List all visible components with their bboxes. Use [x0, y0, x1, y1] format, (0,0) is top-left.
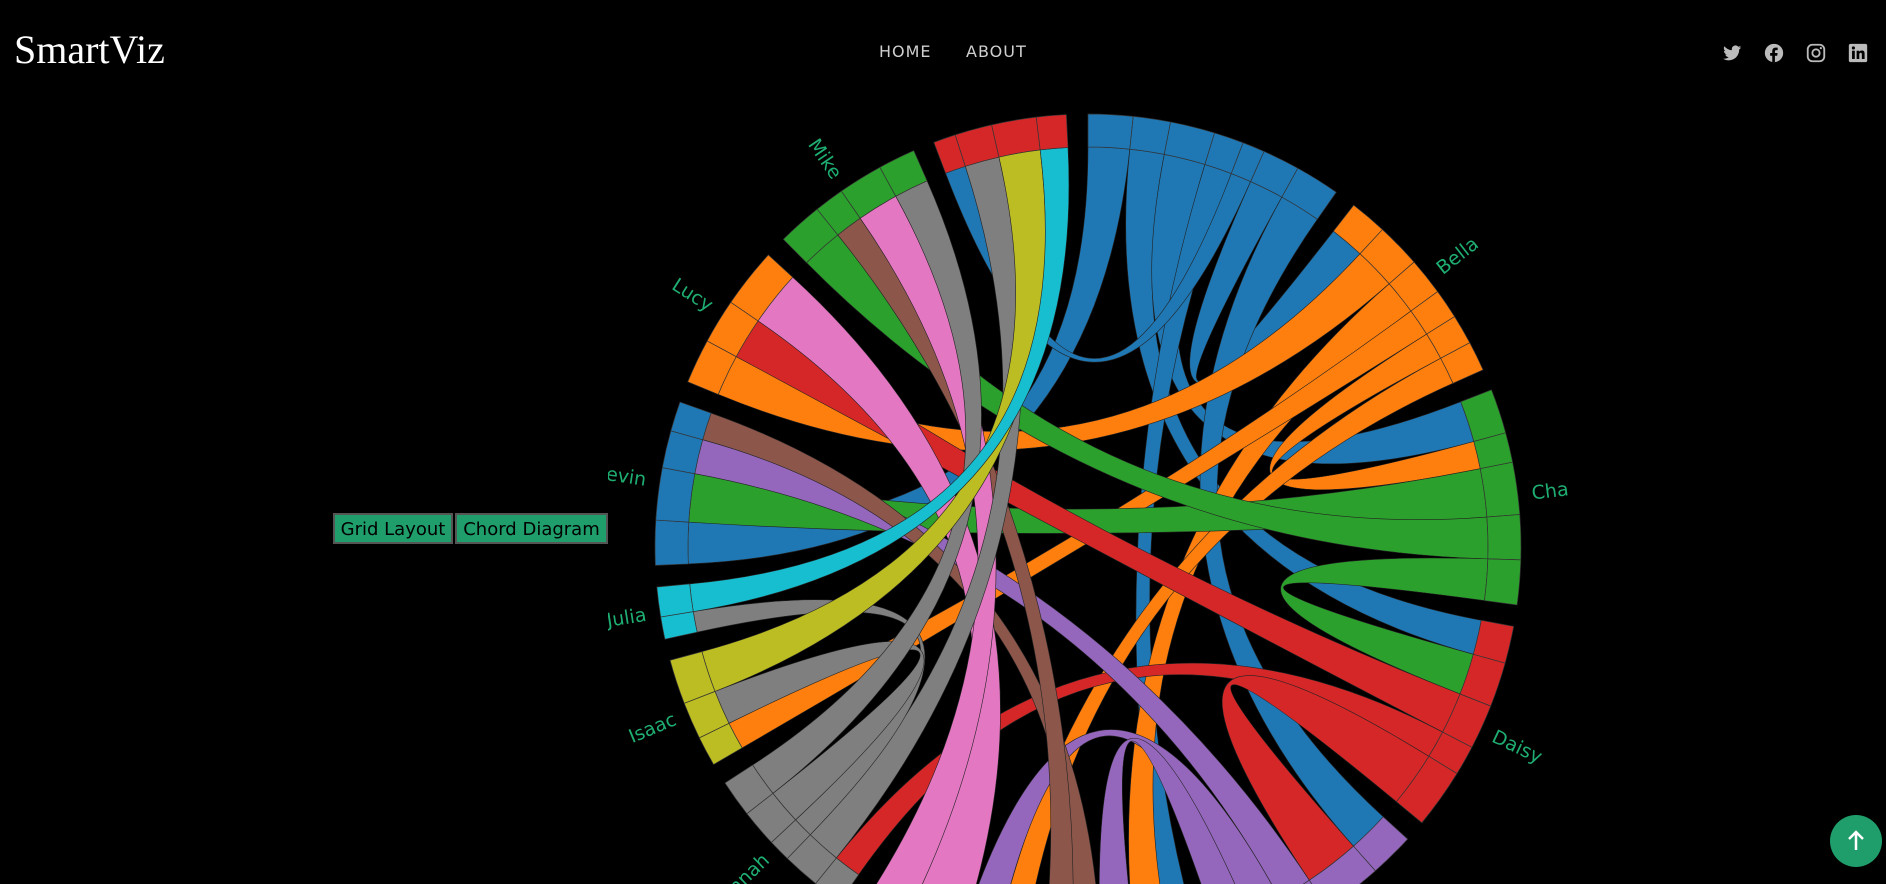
- twitter-icon[interactable]: [1721, 42, 1743, 64]
- scroll-to-top-button[interactable]: [1830, 815, 1882, 867]
- group-arc-segment: [1281, 167, 1337, 220]
- group-arc-segment: [1395, 755, 1458, 824]
- group-arc-segment: [991, 116, 1041, 158]
- group-label: Julia: [608, 604, 648, 632]
- group-arc-segment: [654, 519, 690, 566]
- group-arc-segment: [1035, 114, 1069, 151]
- chord-diagram-button[interactable]: Chord Diagram: [455, 513, 608, 544]
- brand[interactable]: SmartViz: [14, 27, 165, 72]
- instagram-icon[interactable]: [1805, 42, 1827, 64]
- group-arc-segment: [1129, 115, 1172, 155]
- group-label: Mike: [803, 135, 846, 183]
- arrow-up-icon: [1848, 830, 1864, 850]
- ribbon: [1099, 737, 1236, 884]
- group-arc-segment: [1087, 113, 1134, 150]
- group-arc-segment: [1486, 514, 1522, 561]
- ribbon: [1135, 164, 1232, 884]
- group-arc-segment: [879, 150, 928, 197]
- group-arc-segment: [724, 764, 774, 815]
- nav-link[interactable]: ABOUT: [966, 42, 1027, 61]
- group-label: Isaac: [626, 709, 680, 748]
- ribbon: [1010, 357, 1454, 884]
- group-arc-segment: [1302, 879, 1313, 884]
- group-label: Hannah: [706, 849, 774, 884]
- group-label: Bella: [1432, 233, 1483, 279]
- group-arc-segment: [730, 254, 794, 322]
- group-label: Daisy: [1488, 726, 1545, 768]
- group-arc-segment: [1484, 558, 1522, 606]
- group-arc-segment: [655, 467, 696, 523]
- linkedin-icon[interactable]: [1847, 42, 1869, 64]
- group-arc-segment: [1440, 342, 1484, 384]
- group-arc-segment: [670, 401, 712, 441]
- grid-layout-button[interactable]: Grid Layout: [333, 513, 453, 544]
- group-label: Kevin: [608, 461, 648, 490]
- group-arc-segment: [1479, 461, 1521, 518]
- group-arc-segment: [656, 583, 694, 618]
- facebook-icon[interactable]: [1763, 42, 1785, 64]
- group-arc-segment: [669, 651, 716, 704]
- nav-link[interactable]: HOME: [879, 42, 932, 61]
- group-label: Charlie: [1530, 475, 1568, 505]
- chord-diagram: Bella Charlie Daisy Hannah Isaac Julia Kevin Lu…: [608, 113, 1568, 884]
- group-label: Lucy: [668, 274, 717, 316]
